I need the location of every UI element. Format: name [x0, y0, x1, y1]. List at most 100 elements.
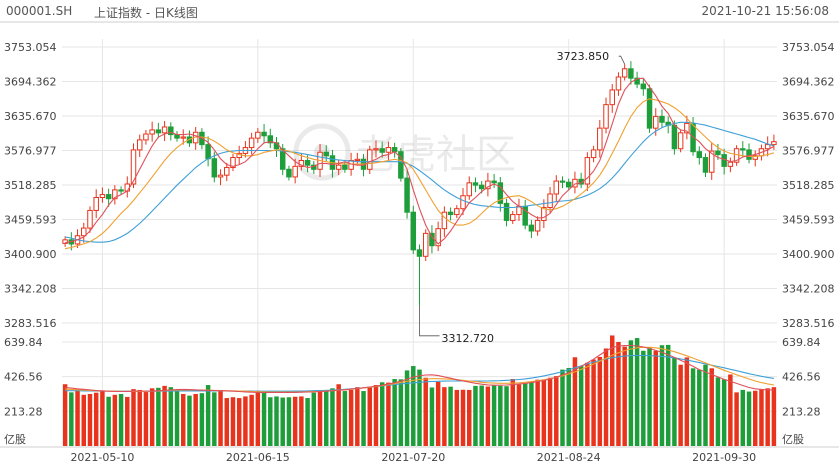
price-tick-label-right: 3400.900 — [782, 248, 835, 261]
volume-tick-label-left: 426.56 — [4, 371, 43, 384]
volume-bar — [678, 364, 683, 446]
candle-body — [136, 139, 143, 151]
candle-body — [155, 129, 162, 134]
volume-bar — [510, 379, 515, 446]
candle-body — [143, 133, 149, 141]
candle-body — [708, 150, 715, 173]
annotation-label: 3723.850 — [557, 50, 610, 63]
volume-bars — [62, 335, 777, 446]
volume-bar — [367, 386, 372, 446]
candle-body — [335, 164, 342, 170]
candle-body — [391, 147, 398, 153]
volume-bar — [361, 391, 366, 446]
candle-body — [659, 115, 665, 123]
date-tick-label: 2021-09-30 — [692, 451, 756, 464]
volume-bar — [547, 377, 553, 446]
volume-bar — [193, 393, 198, 446]
candle-body — [410, 211, 417, 251]
price-ma10-line — [64, 98, 775, 250]
price-tick-label-right: 3342.208 — [782, 283, 835, 296]
volume-bar — [118, 393, 124, 446]
candle-body — [746, 149, 752, 160]
volume-bar — [218, 390, 223, 446]
candle-body — [429, 232, 435, 247]
candle-body — [559, 180, 566, 183]
volume-bar — [721, 379, 727, 446]
candle-body — [87, 209, 93, 229]
volume-bar — [491, 385, 497, 446]
volume-bar — [255, 390, 261, 446]
volume-bar — [305, 398, 310, 446]
volume-bar — [485, 386, 491, 446]
volume-bar — [268, 397, 273, 446]
volume-bar — [572, 357, 578, 446]
volume-bar — [429, 387, 435, 446]
candle-body — [472, 182, 479, 186]
candle-body — [404, 177, 410, 213]
price-tick-label-right: 3518.285 — [782, 179, 835, 192]
candle-body — [99, 194, 106, 199]
volume-tick-label-right: 213.28 — [782, 405, 821, 418]
date-tick-label: 2021-07-20 — [381, 451, 445, 464]
price-tick-label-left: 3694.362 — [4, 76, 57, 89]
volume-bar — [236, 398, 242, 446]
volume-bar — [224, 398, 229, 446]
volume-bar — [324, 389, 329, 446]
volume-bar — [504, 386, 509, 446]
price-tick-label-right: 3753.054 — [782, 41, 835, 54]
volume-bar — [181, 393, 186, 446]
candle-body — [367, 149, 373, 170]
volume-bar — [330, 388, 335, 446]
volume-bar — [93, 392, 99, 446]
candle-body — [168, 126, 174, 136]
price-tick-label-right: 3635.670 — [782, 110, 835, 123]
candle-body — [727, 161, 734, 167]
candle-body — [161, 126, 168, 134]
volume-bar — [230, 397, 236, 446]
candle-body — [373, 148, 379, 151]
price-tick-label-right: 3694.362 — [782, 76, 835, 89]
candle-body — [553, 180, 560, 195]
candle-body — [752, 155, 758, 160]
volume-bar — [62, 384, 68, 446]
volume-bar — [715, 377, 721, 446]
candle-body — [702, 157, 709, 173]
volume-bar — [280, 397, 285, 446]
volume-bar — [529, 381, 534, 446]
candle-body — [771, 141, 777, 146]
candle-body — [342, 164, 348, 170]
volume-bar — [187, 395, 192, 446]
volume-bar — [578, 366, 584, 446]
candle-body — [211, 158, 218, 178]
volume-bar — [342, 391, 348, 446]
candle-body — [609, 89, 615, 106]
volume-bar — [125, 396, 130, 446]
candle-body — [715, 150, 721, 156]
volume-ma5-line — [65, 344, 774, 394]
volume-bar — [442, 387, 447, 446]
volume-bar — [249, 394, 254, 446]
candle-body — [466, 182, 472, 197]
candle-body — [454, 208, 460, 216]
annotation-leader — [618, 55, 626, 65]
volume-bar — [759, 389, 764, 446]
volume-bar — [373, 385, 379, 446]
volume-bar — [665, 344, 671, 446]
volume-bar — [616, 341, 621, 446]
candle-body — [81, 227, 87, 237]
volume-bar — [684, 357, 690, 446]
volume-bar — [703, 364, 708, 446]
volume-bar — [728, 374, 733, 446]
volume-bar — [560, 369, 565, 446]
annotation-label: 3312.720 — [442, 332, 495, 345]
volume-bar — [647, 347, 652, 446]
candle-body — [422, 232, 429, 257]
volume-bar — [299, 396, 304, 446]
candle-body — [491, 180, 497, 184]
volume-tick-label-left: 639.84 — [4, 336, 43, 349]
volume-bar — [479, 385, 484, 446]
volume-unit-left: 亿股 — [4, 433, 26, 446]
candle-body — [441, 211, 448, 230]
